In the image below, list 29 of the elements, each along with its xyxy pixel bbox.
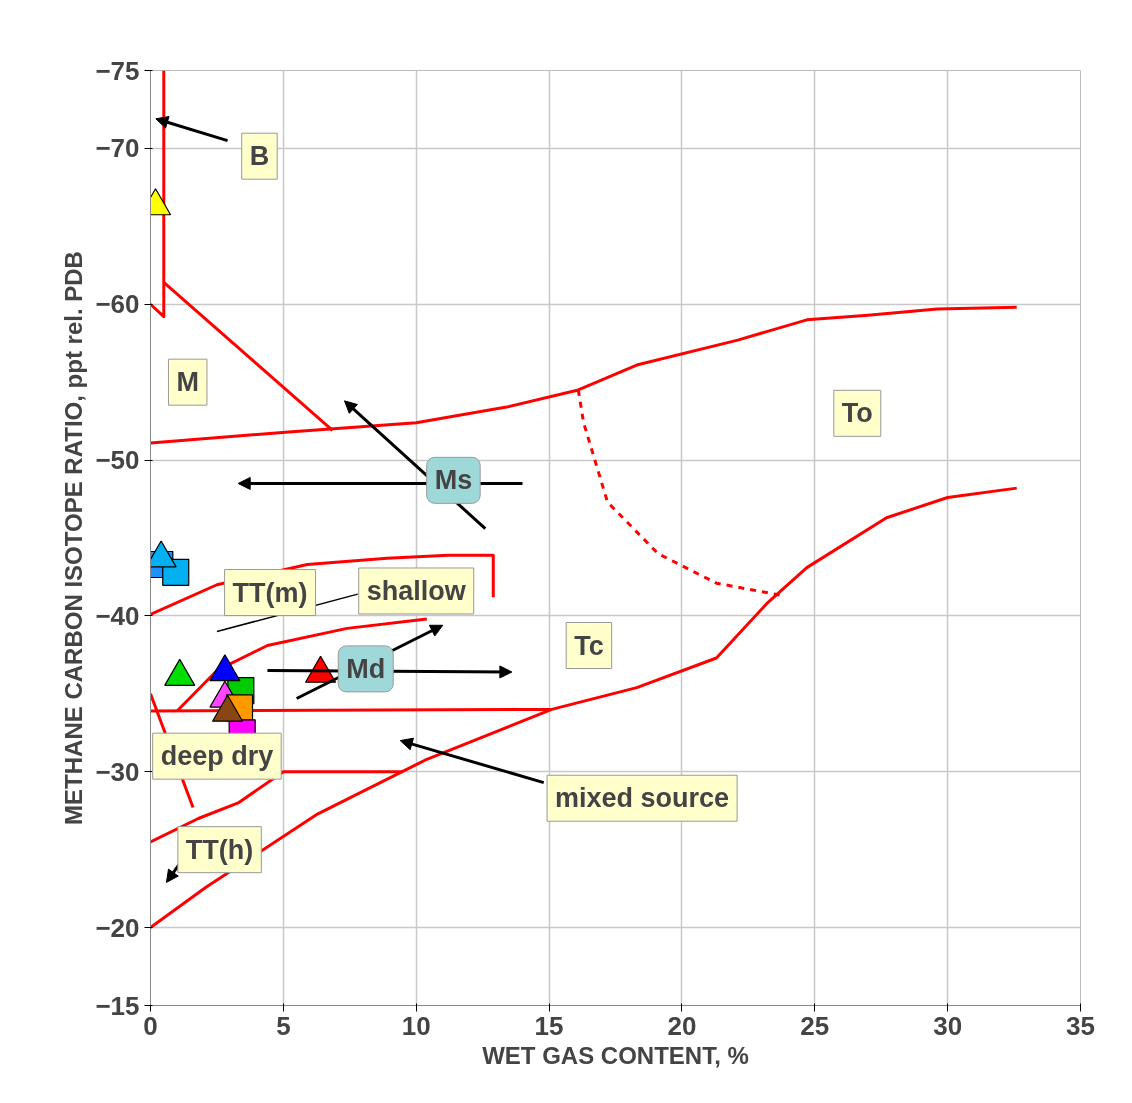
x-axis-title: WET GAS CONTENT, % <box>482 1041 749 1069</box>
annotation: To <box>841 398 873 429</box>
y-tick-label: −40 <box>95 600 140 631</box>
y-tick-label: −50 <box>95 445 140 476</box>
y-tick-label: −30 <box>95 756 140 787</box>
x-tick-label: 35 <box>1066 1010 1095 1041</box>
y-tick-label: −60 <box>95 289 140 320</box>
annotation: deep dry <box>160 741 274 772</box>
annotation: mixed source <box>555 783 730 814</box>
y-tick-label: −70 <box>95 133 140 164</box>
annotation: Ms <box>434 465 473 496</box>
x-tick-label: 0 <box>143 1010 158 1041</box>
annotation: B <box>249 141 270 172</box>
x-tick-label: 10 <box>401 1010 431 1041</box>
annotation: TT(h) <box>185 834 254 865</box>
annotation: shallow <box>366 575 467 606</box>
x-tick-label: 20 <box>667 1010 697 1041</box>
x-tick-label: 5 <box>276 1010 291 1041</box>
x-tick-label: 30 <box>933 1010 963 1041</box>
annotation: TT(m) <box>232 577 308 608</box>
annotation: Tc <box>574 630 604 661</box>
y-axis-title: METHANE CARBON ISOTOPE RATIO, ppt rel. PDB <box>60 251 88 825</box>
y-tick-label: −75 <box>95 55 140 86</box>
x-tick-label: 25 <box>800 1010 830 1041</box>
y-tick-label: −15 <box>95 990 140 1021</box>
annotation: M <box>176 367 199 398</box>
x-tick-label: 15 <box>534 1010 564 1041</box>
y-tick-label: −20 <box>95 912 140 943</box>
annotation: Md <box>346 653 386 684</box>
